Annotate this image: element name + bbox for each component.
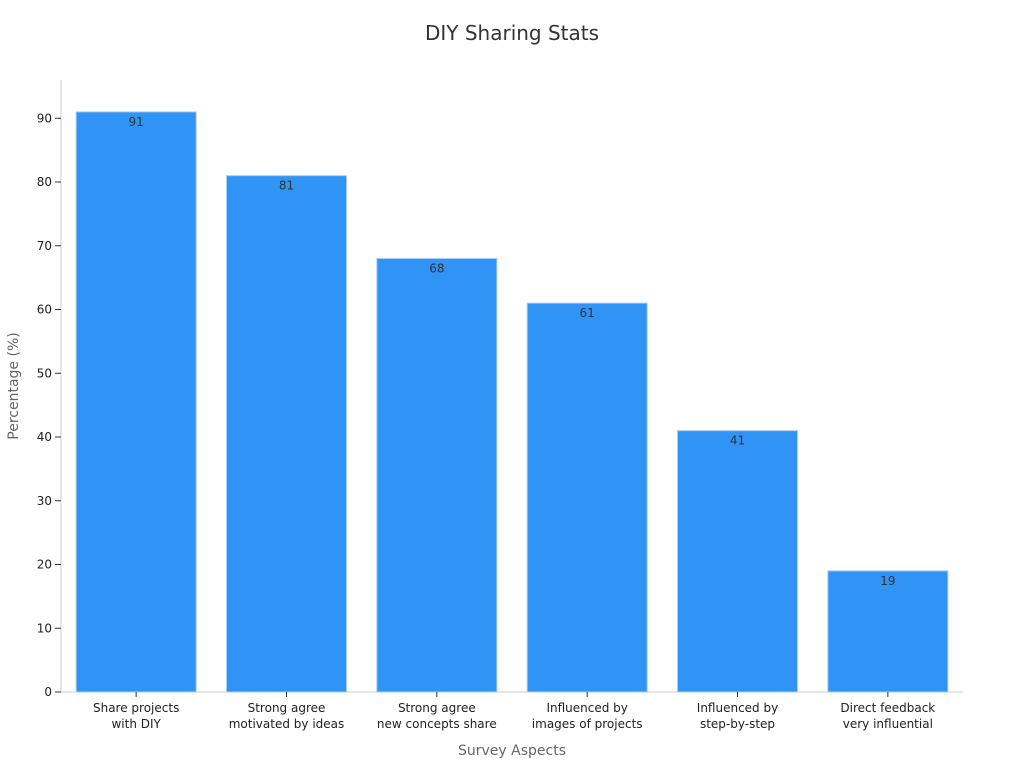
x-tick-label: very influential	[843, 717, 933, 731]
y-tick-label: 0	[44, 685, 52, 699]
bar	[75, 111, 197, 693]
bar	[827, 570, 949, 693]
x-tick-label: Share projects	[93, 701, 179, 715]
bar	[677, 430, 798, 693]
y-tick-label: 10	[37, 621, 52, 635]
bar-value-label: 41	[730, 434, 745, 448]
bar-value-label: 19	[880, 574, 895, 588]
bar-value-label: 61	[580, 306, 595, 320]
y-tick-label: 50	[37, 366, 52, 380]
y-axis-label: Percentage (%)	[6, 332, 22, 439]
x-tick-label: Direct feedback	[840, 701, 935, 715]
y-ticks: 0 10 20 30 40 50 60 70 80 90	[37, 111, 61, 699]
y-tick-label: 30	[37, 494, 52, 508]
y-tick-label: 70	[37, 239, 52, 253]
bar-value-label: 81	[279, 179, 294, 193]
x-tick-label: Influenced by	[546, 701, 627, 715]
x-ticks: Share projects with DIY Strong agree motiva…	[93, 692, 935, 731]
y-tick-label: 90	[37, 111, 52, 125]
chart-title: DIY Sharing Stats	[425, 21, 599, 45]
x-tick-label: new concepts share	[377, 717, 497, 731]
y-tick-label: 60	[37, 303, 52, 317]
x-tick-label: Strong agree	[248, 701, 326, 715]
bar	[526, 302, 648, 693]
x-tick-label: Strong agree	[398, 701, 476, 715]
bars	[75, 111, 949, 693]
bar	[376, 258, 498, 693]
x-tick-label: with DIY	[111, 717, 161, 731]
y-tick-label: 80	[37, 175, 52, 189]
bar	[226, 175, 347, 693]
x-tick-label: images of projects	[532, 717, 643, 731]
x-tick-label: step-by-step	[700, 717, 775, 731]
data-labels: 91 81 68 61 41 19	[129, 115, 896, 588]
x-tick-label: motivated by ideas	[229, 717, 345, 731]
y-tick-label: 20	[37, 558, 52, 572]
bar-value-label: 91	[129, 115, 144, 129]
y-tick-label: 40	[37, 430, 52, 444]
bar-value-label: 68	[429, 262, 444, 276]
x-tick-label: Influenced by	[697, 701, 778, 715]
x-axis-label: Survey Aspects	[458, 743, 566, 759]
